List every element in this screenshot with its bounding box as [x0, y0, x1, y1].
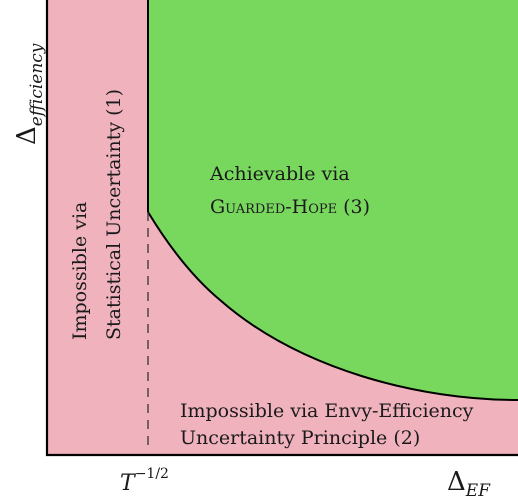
envy-efficiency-label-line2: Uncertainty Principle (2)	[180, 427, 420, 449]
achievable-label-line2: Guarded-Hope (3)	[210, 196, 370, 218]
y-axis-label-base: Δ	[12, 126, 42, 145]
x-axis-label: ΔEF	[447, 467, 491, 501]
achievable-ref-number: (3)	[343, 196, 370, 218]
achievable-region	[148, 0, 518, 400]
tick-label-exponent: −1/2	[135, 466, 169, 482]
y-axis-label-subscript: efficiency	[27, 43, 47, 126]
guarded-hope-method-name: Guarded-Hope	[210, 196, 337, 218]
x-axis-label-subscript: EF	[465, 481, 491, 501]
tick-label-base: T	[120, 471, 137, 496]
achievable-boundary-curve	[147, 0, 518, 401]
statistical-uncertainty-label-line1: Impossible via	[69, 202, 91, 340]
statistical-uncertainty-label-line2: Statistical Uncertainty (1)	[103, 89, 125, 340]
achievable-label-line1: Achievable via	[209, 163, 350, 185]
x-axis-label-base: Δ	[447, 467, 466, 497]
envy-efficiency-label-line1: Impossible via Envy-Efficiency	[180, 400, 474, 422]
y-axis-label: Δefficiency	[12, 43, 47, 145]
threshold-tick-label: T−1/2	[120, 466, 169, 496]
